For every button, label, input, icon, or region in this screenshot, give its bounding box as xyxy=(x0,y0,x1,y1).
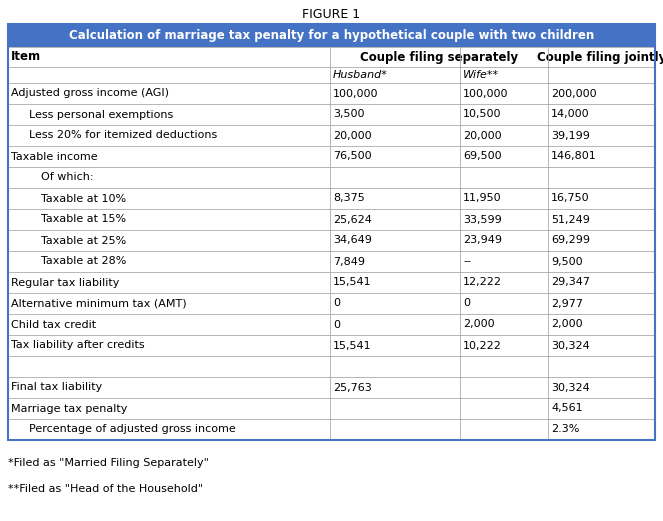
Text: Taxable at 25%: Taxable at 25% xyxy=(41,235,126,245)
Text: 2,000: 2,000 xyxy=(463,319,495,329)
Bar xyxy=(8,24,655,47)
Text: *Filed as "Married Filing Separately": *Filed as "Married Filing Separately" xyxy=(8,458,209,468)
Text: 0: 0 xyxy=(333,319,340,329)
Text: 34,649: 34,649 xyxy=(333,235,372,245)
Text: Wife**: Wife** xyxy=(463,70,499,80)
Text: Couple filing jointly: Couple filing jointly xyxy=(537,51,663,64)
Text: 100,000: 100,000 xyxy=(333,89,379,98)
Text: 33,599: 33,599 xyxy=(463,215,502,225)
Text: 10,500: 10,500 xyxy=(463,109,501,119)
Text: 30,324: 30,324 xyxy=(551,382,590,392)
Text: 51,249: 51,249 xyxy=(551,215,590,225)
Text: Adjusted gross income (AGI): Adjusted gross income (AGI) xyxy=(11,89,169,98)
Text: Taxable at 10%: Taxable at 10% xyxy=(41,193,126,204)
Text: Regular tax liability: Regular tax liability xyxy=(11,278,119,288)
Text: Of which:: Of which: xyxy=(41,172,93,182)
Text: 8,375: 8,375 xyxy=(333,193,365,204)
Text: Less 20% for itemized deductions: Less 20% for itemized deductions xyxy=(29,130,217,141)
Text: 11,950: 11,950 xyxy=(463,193,502,204)
Text: 69,299: 69,299 xyxy=(551,235,590,245)
Text: 2,977: 2,977 xyxy=(551,299,583,308)
Text: 39,199: 39,199 xyxy=(551,130,590,141)
Text: FIGURE 1: FIGURE 1 xyxy=(302,7,361,20)
Text: --: -- xyxy=(463,256,471,267)
Text: 76,500: 76,500 xyxy=(333,152,372,162)
Text: 0: 0 xyxy=(463,299,470,308)
Text: Taxable income: Taxable income xyxy=(11,152,97,162)
Text: 69,500: 69,500 xyxy=(463,152,502,162)
Text: 10,222: 10,222 xyxy=(463,341,502,351)
Text: **Filed as "Head of the Household": **Filed as "Head of the Household" xyxy=(8,484,203,494)
Text: 16,750: 16,750 xyxy=(551,193,589,204)
Text: Calculation of marriage tax penalty for a hypothetical couple with two children: Calculation of marriage tax penalty for … xyxy=(69,29,594,42)
Text: Alternative minimum tax (AMT): Alternative minimum tax (AMT) xyxy=(11,299,186,308)
Text: 12,222: 12,222 xyxy=(463,278,502,288)
Text: 15,541: 15,541 xyxy=(333,341,372,351)
Text: Percentage of adjusted gross income: Percentage of adjusted gross income xyxy=(29,425,236,435)
Text: 0: 0 xyxy=(333,299,340,308)
Text: Marriage tax penalty: Marriage tax penalty xyxy=(11,403,127,414)
Text: 4,561: 4,561 xyxy=(551,403,583,414)
Text: 20,000: 20,000 xyxy=(463,130,502,141)
Text: 25,624: 25,624 xyxy=(333,215,372,225)
Text: 3,500: 3,500 xyxy=(333,109,365,119)
Text: 146,801: 146,801 xyxy=(551,152,597,162)
Text: 100,000: 100,000 xyxy=(463,89,509,98)
Text: 23,949: 23,949 xyxy=(463,235,502,245)
Text: 7,849: 7,849 xyxy=(333,256,365,267)
Text: 29,347: 29,347 xyxy=(551,278,590,288)
Text: Taxable at 28%: Taxable at 28% xyxy=(41,256,127,267)
Text: 2,000: 2,000 xyxy=(551,319,583,329)
Text: 15,541: 15,541 xyxy=(333,278,372,288)
Text: 2.3%: 2.3% xyxy=(551,425,579,435)
Text: Taxable at 15%: Taxable at 15% xyxy=(41,215,126,225)
Text: 9,500: 9,500 xyxy=(551,256,583,267)
Text: 200,000: 200,000 xyxy=(551,89,597,98)
Text: Couple filing separately: Couple filing separately xyxy=(360,51,518,64)
Text: 30,324: 30,324 xyxy=(551,341,590,351)
Text: Tax liability after credits: Tax liability after credits xyxy=(11,341,145,351)
Text: 20,000: 20,000 xyxy=(333,130,372,141)
Text: Final tax liability: Final tax liability xyxy=(11,382,102,392)
Text: Item: Item xyxy=(11,51,41,64)
Text: 14,000: 14,000 xyxy=(551,109,589,119)
Text: Child tax credit: Child tax credit xyxy=(11,319,96,329)
Text: Less personal exemptions: Less personal exemptions xyxy=(29,109,173,119)
Text: 25,763: 25,763 xyxy=(333,382,372,392)
Text: Husband*: Husband* xyxy=(333,70,388,80)
Bar xyxy=(8,24,655,440)
